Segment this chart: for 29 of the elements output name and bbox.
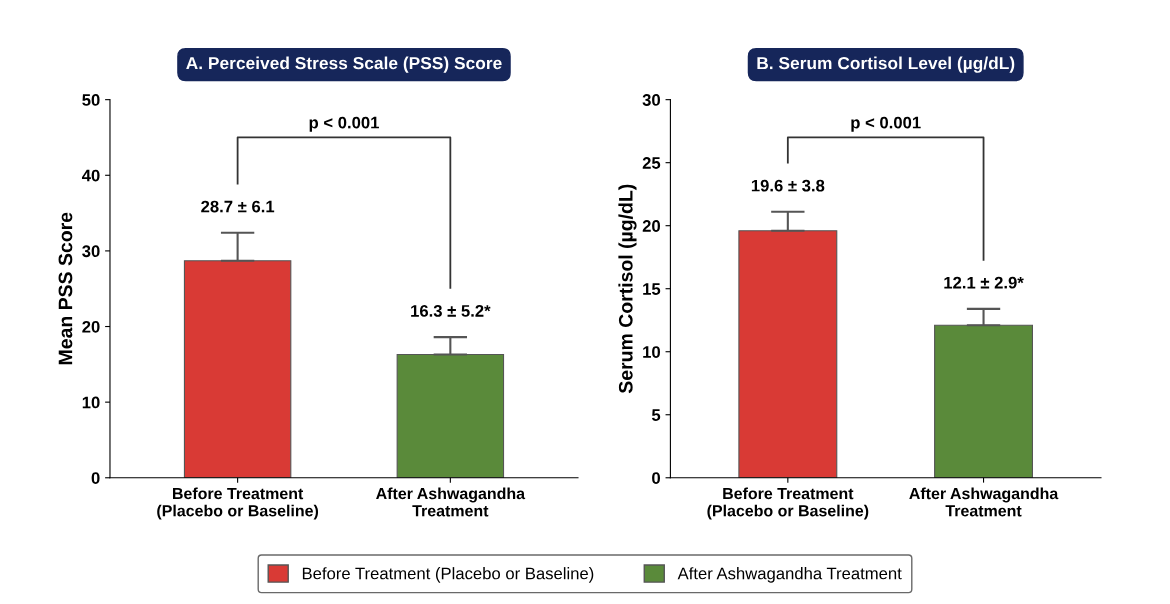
y-tick-label: 20	[642, 220, 661, 232]
y-tick-label: 30	[82, 245, 100, 258]
data-label: 16.3 ± 5.2*	[411, 305, 491, 317]
y-tick-label: 5	[651, 409, 661, 421]
legend-label: After Ashwagandha Treatment	[677, 567, 902, 583]
annotation: p < 0.001	[851, 116, 921, 132]
y-axis-title: Mean PSS Score	[58, 212, 73, 365]
x-tick-label: After Ashwagandha Treatment	[909, 487, 1059, 517]
annotation: p < 0.001	[309, 116, 379, 132]
data-label: 12.1 ± 2.9*	[944, 276, 1024, 289]
data-label: 28.7 ± 6.1	[201, 200, 275, 213]
x-tick-label: After Ashwagandha Treatment	[376, 487, 526, 517]
y-tick-label: 40	[81, 169, 100, 182]
y-tick-label: 15	[643, 283, 661, 295]
y-tick-label: 0	[91, 472, 100, 484]
y-tick-label: 25	[642, 157, 661, 169]
x-tick-label: Before Treatment (Placebo or Baseline)	[157, 487, 319, 520]
y-tick-label: 50	[82, 94, 100, 106]
chart-title: A. Perceived Stress Scale (PSS) Score	[186, 56, 502, 73]
y-tick-label: 10	[643, 346, 661, 358]
x-tick-label: Before Treatment (Placebo or Baseline)	[707, 487, 869, 520]
y-axis-title: Serum Cortisol (µg/dL)	[618, 184, 637, 394]
y-tick-label: 0	[652, 472, 661, 484]
chart-title: B. Serum Cortisol Level (µg/dL)	[757, 56, 1015, 73]
y-tick-label: 20	[82, 320, 100, 333]
data-label: 19.6 ± 3.8	[751, 179, 825, 192]
y-tick-label: 30	[642, 94, 661, 106]
legend-label: Before Treatment (Placebo or Baseline)	[302, 567, 594, 583]
y-tick-label: 10	[82, 396, 100, 409]
